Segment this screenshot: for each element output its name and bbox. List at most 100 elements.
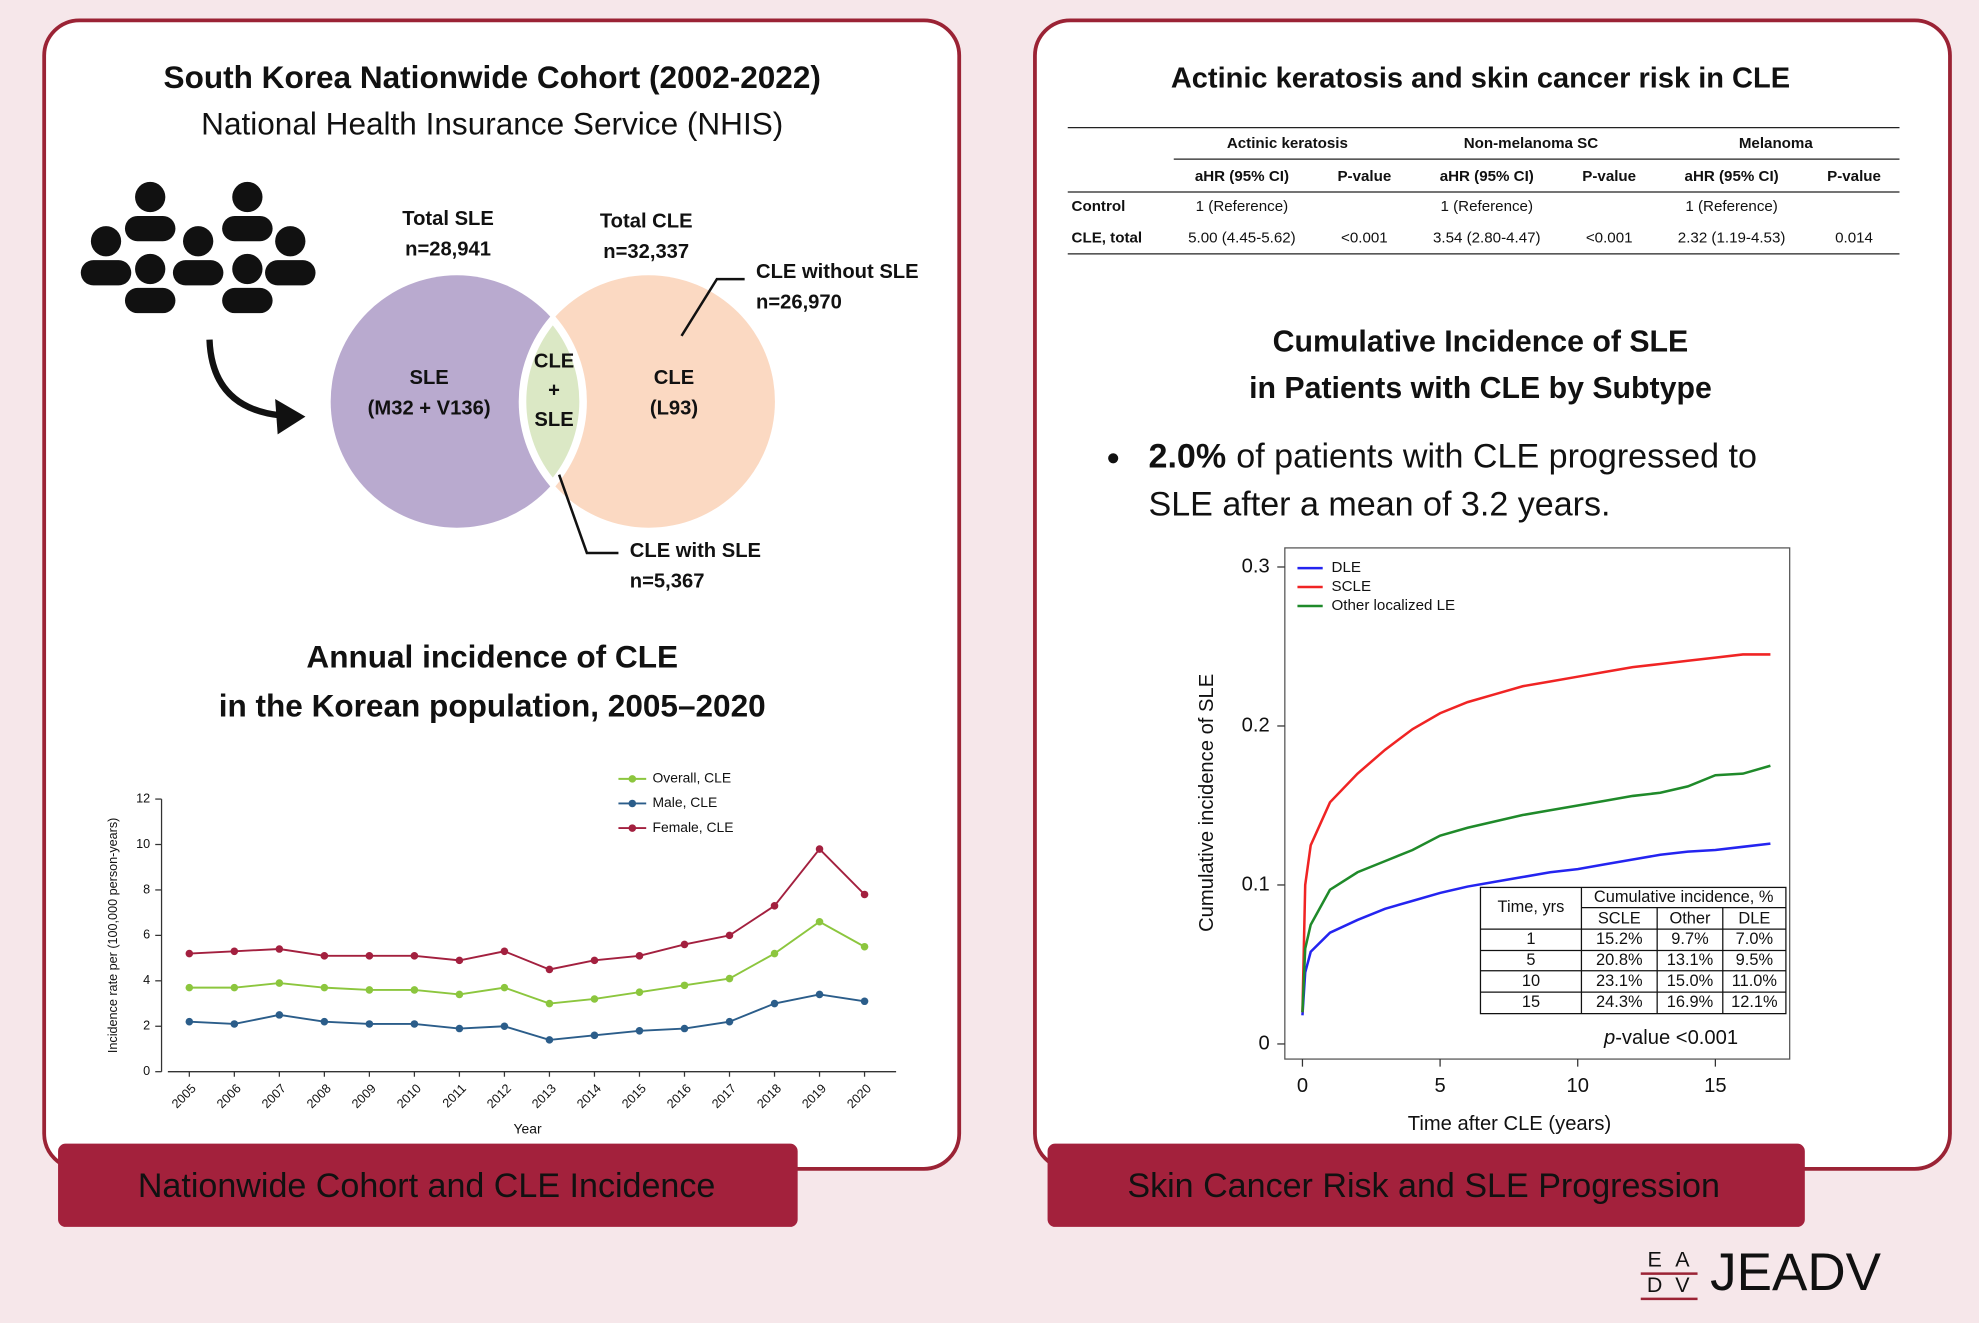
legend-label: DLE <box>1332 559 1361 576</box>
legend-marker <box>628 775 637 783</box>
data-point <box>815 990 824 999</box>
inset-column: Other <box>1669 909 1711 927</box>
y-axis-label: Incidence rate per (100,000 person-years… <box>106 818 120 1054</box>
logo-mark: D <box>1647 1273 1662 1297</box>
legend-marker <box>628 824 637 832</box>
data-point <box>815 917 824 926</box>
table-column-header: P-value <box>1827 168 1881 185</box>
legend-label: Male, CLE <box>653 794 718 810</box>
data-point <box>410 952 419 960</box>
table-column-header: aHR (95% CI) <box>1685 168 1779 185</box>
table-row-label: CLE, total <box>1072 230 1143 247</box>
bullet-text: SLE after a mean of 3.2 years. <box>1149 485 1611 523</box>
x-tick-label: 15 <box>1704 1075 1726 1097</box>
data-point <box>230 983 239 992</box>
table-column-header: P-value <box>1582 168 1636 185</box>
table-cell: 2.32 (1.19-4.53) <box>1678 230 1786 247</box>
data-point <box>410 986 419 994</box>
data-point <box>860 942 869 951</box>
bullet-dot <box>1108 453 1119 464</box>
chart-title: in the Korean population, 2005–2020 <box>219 688 766 724</box>
subtitle: National Health Insurance Service (NHIS) <box>201 106 783 142</box>
y-tick-label: 0 <box>143 1064 150 1078</box>
inset-column: SCLE <box>1598 909 1641 927</box>
venn-count: n=26,970 <box>756 291 842 313</box>
venn-label: SLE <box>534 409 573 431</box>
inset-cell: 11.0% <box>1732 972 1777 990</box>
banner-text: Nationwide Cohort and CLE Incidence <box>138 1167 716 1205</box>
logo-text: JEADV <box>1710 1243 1881 1302</box>
venn-count: n=32,337 <box>603 241 689 263</box>
data-point <box>410 1020 419 1028</box>
data-point <box>725 1017 734 1026</box>
data-point <box>230 1020 239 1028</box>
inset-cell: 20.8% <box>1596 951 1642 969</box>
logo-mark: E <box>1647 1248 1661 1272</box>
data-point <box>860 890 869 899</box>
table-cell: 0.014 <box>1835 230 1873 247</box>
legend-label: Other localized LE <box>1332 597 1456 614</box>
venn-label: SLE <box>409 367 448 389</box>
data-point <box>545 965 554 974</box>
venn-label: CLE <box>654 367 694 389</box>
data-point <box>455 990 464 999</box>
x-tick-label: 5 <box>1434 1075 1445 1097</box>
plot-frame <box>1284 547 1791 1060</box>
callout-line <box>557 474 619 555</box>
table-group-header: Actinic keratosis <box>1227 135 1348 152</box>
legend-label: SCLE <box>1332 578 1372 595</box>
bullet-emphasis: 2.0% <box>1149 437 1227 475</box>
y-tick-label: 0.2 <box>1242 714 1270 736</box>
inset-column: DLE <box>1738 909 1770 927</box>
data-point <box>770 902 779 910</box>
inset-cell: 9.7% <box>1671 930 1708 948</box>
annotation: p-value <0.001 <box>1603 1027 1738 1049</box>
data-point <box>500 947 509 956</box>
data-point <box>365 986 374 994</box>
data-point <box>770 949 779 958</box>
data-point <box>320 983 329 992</box>
chart-title: in Patients with CLE by Subtype <box>1249 372 1712 405</box>
chart-title: Annual incidence of CLE <box>306 638 678 674</box>
title: Actinic keratosis and skin cancer risk i… <box>1171 62 1790 94</box>
venn-label: Total SLE <box>402 208 494 230</box>
bullet-text: of patients with CLE progressed to <box>1236 437 1757 475</box>
data-point <box>860 997 869 1006</box>
inset-header: Cumulative incidence, % <box>1594 888 1773 906</box>
logo-mark: A <box>1675 1248 1690 1272</box>
inset-cell: 15.0% <box>1667 972 1713 990</box>
table-cell: 1 (Reference) <box>1685 198 1777 215</box>
table-group-header: Melanoma <box>1739 135 1814 152</box>
inset-cell: 13.1% <box>1667 951 1713 969</box>
x-tick-label: 0 <box>1297 1075 1308 1097</box>
arrow <box>206 339 281 419</box>
callout-line <box>680 277 745 337</box>
venn-callout: CLE with SLE <box>630 540 761 562</box>
y-tick-label: 0.1 <box>1242 873 1270 895</box>
data-point <box>590 956 599 965</box>
arrow-head <box>275 398 306 435</box>
people-icon <box>80 181 316 314</box>
venn-label: + <box>548 380 560 402</box>
series-line <box>189 920 866 1005</box>
cle-circle <box>522 275 775 528</box>
table-cell: 1 (Reference) <box>1441 198 1533 215</box>
venn-label: CLE <box>534 351 574 373</box>
chart-title: Cumulative Incidence of SLE <box>1273 325 1689 358</box>
venn-count: n=28,941 <box>405 238 491 260</box>
y-tick-label: 0 <box>1258 1032 1269 1054</box>
data-point <box>320 952 329 960</box>
data-point <box>455 1024 464 1033</box>
data-point <box>230 947 239 956</box>
data-point <box>275 945 284 953</box>
inset-header: Time, yrs <box>1498 898 1565 916</box>
table-cell: 3.54 (2.80-4.47) <box>1433 230 1541 247</box>
data-point <box>365 1020 374 1028</box>
data-point <box>680 940 689 949</box>
y-tick-label: 6 <box>143 928 150 942</box>
data-point <box>815 845 824 853</box>
data-point <box>680 1024 689 1033</box>
y-tick-label: 10 <box>136 837 150 851</box>
table-column-header: P-value <box>1337 168 1391 185</box>
right-banner <box>1047 1143 1805 1227</box>
